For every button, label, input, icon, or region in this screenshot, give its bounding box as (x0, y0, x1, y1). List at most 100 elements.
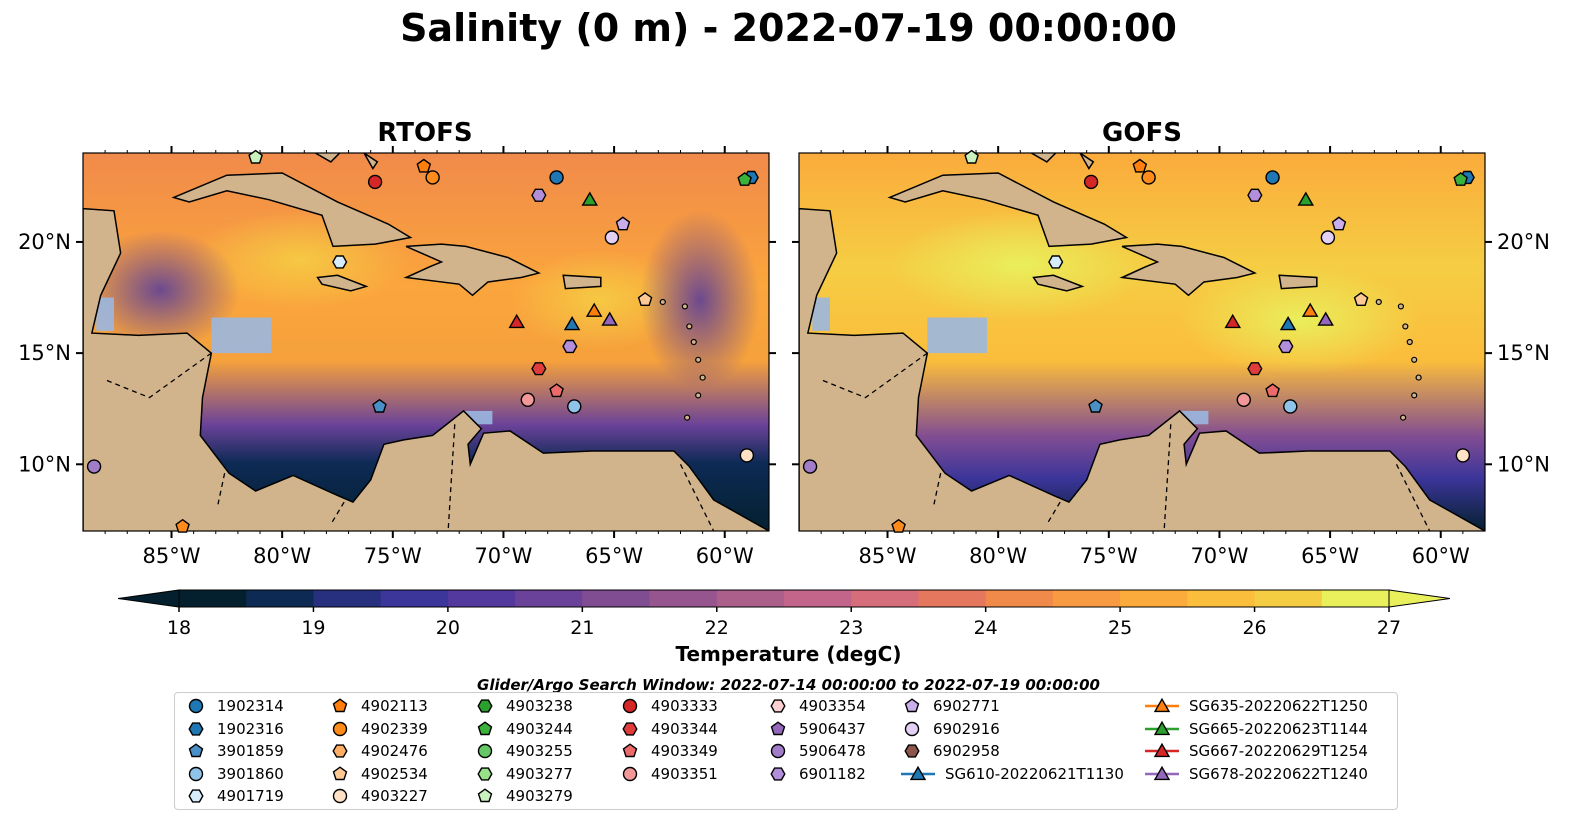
legend-item-label: 4903227 (361, 787, 428, 806)
marker-sg667 (508, 313, 526, 329)
legend-item: 5906478 (765, 740, 866, 762)
panel-title-gofs: GOFS (1102, 118, 1182, 148)
legend-triangle-marker (1153, 697, 1171, 713)
marker-4901719 (332, 255, 348, 269)
legend-triangle-marker (909, 765, 927, 780)
legend-marker-icon (477, 788, 493, 803)
colorbar-segment (179, 590, 247, 607)
legend-marker-icon (770, 720, 786, 735)
legend-hexagon-marker (904, 744, 920, 758)
legend-marker-icon (188, 743, 204, 758)
panel-title-rtofs: RTOFS (377, 118, 473, 148)
colorbar-tick-label: 21 (570, 617, 594, 639)
legend-marker-icon (188, 766, 204, 781)
island (684, 414, 691, 421)
colorbar-segment (1120, 590, 1188, 607)
legend-item-label: 4903238 (506, 697, 573, 715)
legend-hexagon-marker (622, 721, 638, 736)
colorbar-tick-label: 23 (839, 617, 863, 639)
island (1375, 298, 1382, 306)
land-jamaica (316, 274, 369, 292)
legend-item: 4903351 (617, 763, 718, 785)
island (695, 392, 702, 399)
marker-6901182 (562, 339, 578, 354)
country-border (1395, 464, 1431, 531)
legend-item-label: 4903333 (651, 697, 718, 715)
lat-tick-label: 10°N (1497, 452, 1550, 476)
legend-item: 4903255 (472, 740, 573, 762)
legend-item: 4903238 (472, 695, 573, 717)
marker-1902314 (549, 170, 564, 185)
legend-item: 4903279 (472, 785, 573, 807)
colorbar-segment (851, 590, 920, 607)
colorbar-tick-label: 18 (167, 617, 191, 639)
legend-item-label: 4903255 (506, 742, 573, 761)
legend-circle-marker (622, 766, 638, 781)
legend-hexagon-marker (477, 767, 493, 781)
legend-marker-icon (770, 743, 786, 759)
legend-item-label: 4902113 (361, 697, 428, 715)
island (1400, 414, 1407, 421)
legend-item-label: 4902476 (361, 742, 428, 761)
marker-4903351 (520, 392, 535, 408)
marker-6902771 (1331, 216, 1347, 231)
marker-6902916 (604, 230, 620, 245)
marker-sg610 (1279, 316, 1297, 331)
marker-6902958 (1247, 188, 1263, 202)
colorbar-segment (716, 590, 785, 607)
island (1402, 323, 1409, 330)
marker-4903351 (1236, 392, 1251, 408)
marker-sg665 (1297, 191, 1315, 206)
land-cuba (887, 172, 1129, 248)
colorbar-segment (515, 590, 583, 607)
legend-item: 6902771 (899, 695, 1000, 717)
marker-4902113 (416, 158, 432, 173)
island (1406, 338, 1413, 346)
marker-4903349 (1265, 383, 1280, 398)
marker-1902314 (1265, 170, 1280, 185)
lon-tick-label: 70°W (474, 544, 532, 568)
legend-marker-icon (477, 720, 493, 735)
colorbar-segment (784, 590, 852, 607)
land-bahamasB (1079, 153, 1095, 170)
legend-circle-marker (188, 698, 204, 714)
legend-item-label: 5906437 (799, 719, 866, 738)
marker-sg667 (1224, 313, 1242, 329)
island (690, 338, 697, 346)
colorbar-extend-min (117, 589, 180, 608)
lat-tick-label: 10°N (18, 452, 71, 476)
marker-3901859 (372, 398, 387, 413)
land-bahamasB (363, 153, 379, 170)
island (1415, 374, 1422, 381)
land-puertoRico (1278, 274, 1318, 290)
marker-3901860 (1283, 399, 1298, 414)
legend-circle-marker (332, 721, 348, 736)
legend-item-label: 4903344 (651, 719, 718, 738)
legend-item-label: SG678-20220622T1240 (1189, 764, 1368, 783)
observation-markers (802, 149, 1475, 533)
shallow-water (211, 317, 272, 354)
marker-5906437 (175, 518, 190, 533)
map-panel-rtofs: 85°W 80°W 75°W 70°W 65°W 60°W 10°N 15°N 20°N (18, 146, 776, 568)
legend-pentagon-marker (332, 766, 348, 780)
legend-item-label: 4903279 (506, 787, 573, 806)
legend-item: SG667-20220629T1254 (1143, 740, 1368, 762)
legend-item: 6901182 (765, 763, 866, 785)
legend-marker-icon (332, 744, 348, 758)
legend-triangle-marker (1153, 742, 1171, 758)
legend-item: 3901860 (183, 763, 284, 785)
land-bahamasA (1029, 153, 1057, 163)
legend-item-label: 4903354 (799, 697, 866, 715)
marker-sg678 (1317, 311, 1334, 326)
colorbar-segment (447, 590, 516, 607)
legend-item-label: SG610-20220621T1130 (945, 764, 1124, 783)
marker-6902771 (615, 216, 631, 231)
legend-marker-icon (188, 721, 204, 736)
legend-item: SG678-20220622T1240 (1143, 763, 1368, 785)
legend-item-label: 5906478 (799, 742, 866, 761)
colorbar-tick-label: 20 (436, 617, 460, 639)
lat-tick-label: 15°N (1497, 341, 1550, 365)
marker-4902339 (425, 170, 440, 185)
land-cuba (171, 172, 413, 248)
map-frame (82, 152, 770, 532)
